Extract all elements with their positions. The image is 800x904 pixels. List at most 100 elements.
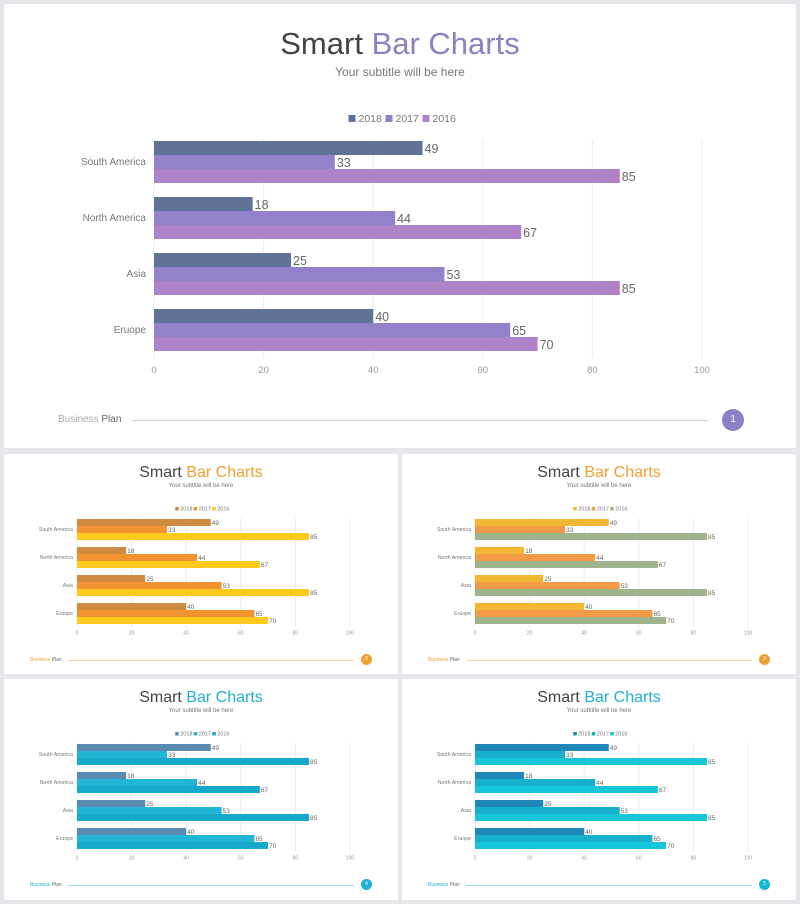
legend-swatch: [193, 507, 198, 511]
data-label: 18: [127, 773, 135, 780]
footer-label: Business Plan: [58, 414, 121, 425]
data-label: 85: [622, 170, 636, 184]
data-label: 25: [146, 801, 154, 808]
data-label: 53: [621, 583, 629, 590]
bar-2016: [475, 786, 658, 793]
category-label: Eruope: [454, 611, 471, 617]
x-tick-label: 0: [474, 856, 477, 862]
bar-2017: [77, 526, 168, 533]
legend-swatch: [385, 115, 393, 122]
page-number-badge[interactable]: 1: [722, 409, 744, 431]
data-label: 49: [212, 745, 220, 752]
bar-chart: 0 20 40 60 80 100 2018 2017 2016 South America 49 3…: [39, 732, 355, 862]
legend-swatch: [610, 732, 614, 736]
bar-2016: [77, 561, 260, 568]
page-number-badge[interactable]: 4: [361, 879, 372, 890]
category-label: Asia: [63, 583, 73, 589]
x-tick-label: 20: [258, 365, 269, 376]
bar-2018: [475, 772, 525, 779]
bar-2016: [77, 814, 310, 821]
footer-label: Business Plan: [428, 882, 460, 888]
bar-2016: [475, 533, 708, 540]
bar-2017: [154, 211, 396, 225]
x-tick-label: 80: [691, 631, 697, 637]
legend-label: 2018: [180, 507, 192, 513]
data-label: 70: [667, 618, 675, 625]
bar-2017: [475, 807, 620, 814]
category-label: Asia: [461, 583, 471, 589]
slide-1: Smart Bar Charts Your subtitle will be h…: [4, 4, 796, 448]
data-label: 70: [269, 843, 277, 850]
bar-2018: [77, 547, 127, 554]
page-number-badge[interactable]: 3: [759, 654, 770, 665]
bar-chart: 0 20 40 60 80 100 2018 2017 2016 South America 49 3…: [81, 113, 710, 376]
slide-2: Smart Bar Charts Your subtitle will be h…: [4, 454, 398, 674]
legend-label: 2017: [199, 507, 211, 513]
page-number-badge[interactable]: 2: [361, 654, 372, 665]
page-number-badge[interactable]: 5: [759, 879, 770, 890]
bar-2016: [475, 589, 708, 596]
x-tick-label: 100: [346, 856, 355, 862]
footer-label: Business Plan: [30, 657, 62, 663]
x-tick-label: 20: [129, 631, 135, 637]
bar-2017: [475, 582, 620, 589]
footer-business: Business: [30, 882, 51, 888]
x-tick-label: 60: [478, 365, 489, 376]
title-part2: Bar Charts: [186, 689, 263, 706]
data-label: 53: [223, 583, 231, 590]
bar-2016: [475, 617, 667, 624]
data-label: 65: [255, 611, 263, 618]
category-label: Eruope: [56, 611, 73, 617]
bar-2018: [77, 828, 187, 835]
legend-label: 2016: [615, 732, 627, 738]
category-label: North America: [83, 213, 147, 224]
data-label: 85: [708, 759, 716, 766]
footer-line: [466, 660, 752, 661]
bar-2018: [77, 519, 211, 526]
data-label: 70: [667, 843, 675, 850]
bar-2018: [475, 744, 609, 751]
legend-swatch: [591, 507, 596, 511]
bar-2018: [475, 575, 544, 582]
category-label: South America: [39, 527, 73, 533]
x-tick-label: 20: [129, 856, 135, 862]
x-tick-label: 60: [636, 856, 642, 862]
slide-subtitle: Your subtitle will be here: [335, 65, 465, 79]
data-label: 85: [310, 759, 318, 766]
category-label: Eruope: [56, 836, 73, 842]
category-label: Asia: [127, 269, 147, 280]
category-label: South America: [437, 527, 471, 533]
legend-label: 2016: [217, 507, 229, 513]
bar-2018: [475, 547, 525, 554]
x-tick-label: 40: [368, 365, 379, 376]
data-label: 65: [653, 836, 661, 843]
legend-label: 2016: [433, 113, 457, 125]
bar-2016: [154, 169, 620, 183]
x-tick-label: 60: [238, 631, 244, 637]
legend-label: 2017: [597, 507, 609, 513]
footer-plan: Plan: [449, 882, 460, 888]
x-tick-label: 20: [527, 856, 533, 862]
bar-2017: [77, 751, 168, 758]
legend-swatch: [193, 732, 198, 736]
data-label: 85: [310, 815, 318, 822]
data-label: 70: [540, 338, 554, 352]
category-label: Eruope: [114, 325, 147, 336]
slide-title: Smart Bar Charts: [402, 464, 796, 482]
bar-2017: [154, 155, 335, 169]
data-label: 40: [375, 310, 389, 324]
bar-2017: [154, 323, 511, 337]
x-tick-label: 0: [76, 856, 79, 862]
bar-2016: [77, 758, 310, 765]
data-label: 44: [198, 780, 206, 787]
bar-2016: [475, 561, 658, 568]
bar-2018: [154, 197, 253, 211]
footer-label: Business Plan: [428, 657, 460, 663]
footer-business: Business: [58, 414, 99, 425]
data-label: 49: [425, 142, 439, 156]
bar-2018: [475, 828, 585, 835]
x-tick-label: 40: [183, 856, 189, 862]
footer-business: Business: [428, 657, 449, 663]
x-tick-label: 100: [744, 631, 753, 637]
slide-title: Smart Bar Charts: [4, 689, 398, 707]
